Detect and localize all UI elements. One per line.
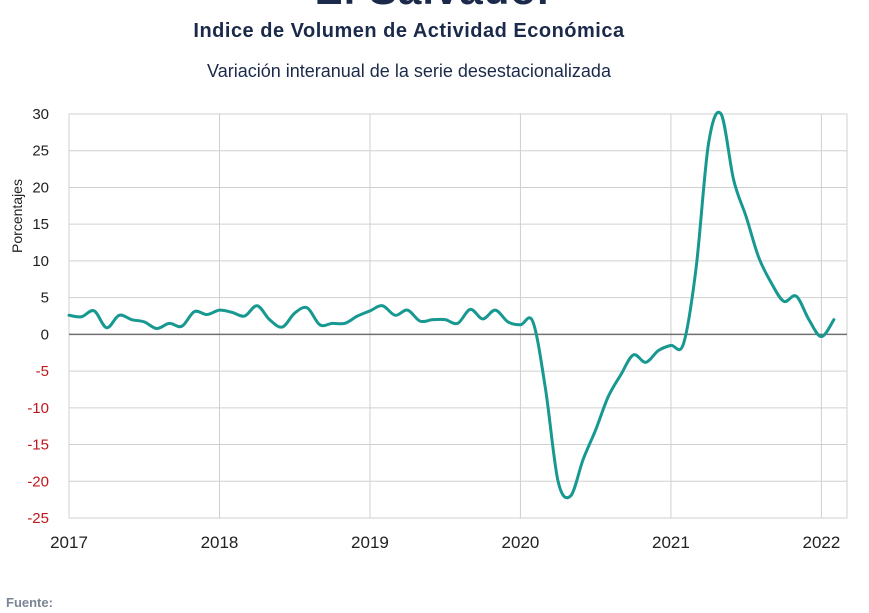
y-tick-label: 15 [32,216,49,233]
y-tick-label: -15 [27,437,49,454]
y-tick-label: 20 [32,179,49,196]
series-line [67,110,836,500]
y-tick-labels: 30 25 20 15 10 5 0 -5 -10 -15 -20 -25 [27,106,49,527]
country-title: El Salvador [0,0,869,10]
y-tick-label: 30 [32,106,49,123]
x-tick-labels: 2017 2018 2019 2020 2021 2022 [50,533,840,552]
country-title-text: El Salvador [315,0,555,10]
x-tick-label: 2017 [50,533,88,552]
y-tick-label: 25 [32,143,49,160]
x-tick-label: 2018 [201,533,239,552]
y-tick-label: 10 [32,253,49,270]
y-tick-label: -20 [27,473,49,490]
y-tick-label: 0 [41,326,49,343]
chart-title: Indice de Volumen de Actividad Económica [193,20,625,42]
x-tick-label: 2020 [502,533,540,552]
y-tick-label: -10 [27,400,49,417]
source-label: Fuente: [6,595,53,610]
y-tick-label: -5 [36,363,49,380]
y-tick-label: 5 [41,290,49,307]
y-axis-label: Porcentajes [9,179,25,253]
x-tick-label: 2021 [652,533,690,552]
x-tick-label: 2022 [803,533,841,552]
chart-subtitle: Variación interanual de la serie desesta… [207,61,611,81]
x-tick-label: 2019 [351,533,389,552]
y-tick-label: -25 [27,510,49,527]
grid-lines [68,113,848,519]
